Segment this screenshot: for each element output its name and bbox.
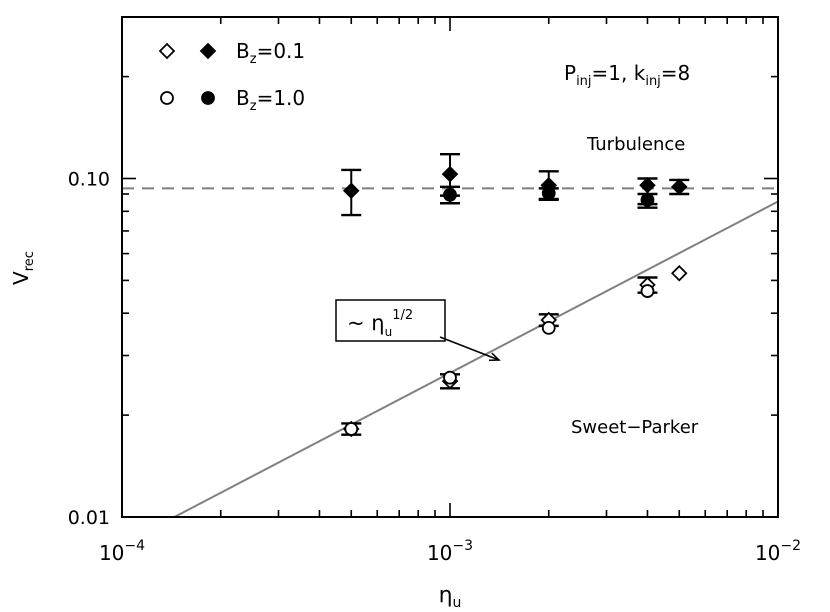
x-tick-label: 10−4	[99, 538, 145, 565]
filled-diamond-point	[441, 165, 459, 183]
annotation-arrow	[439, 336, 500, 361]
filled-diamond-point	[639, 176, 656, 194]
legend-open-circle	[160, 91, 174, 105]
annotation-arrowhead	[488, 352, 501, 362]
chart-reference-lines	[122, 187, 779, 518]
legend-open-diamond	[158, 42, 176, 60]
y-tick-label: 0.01	[68, 507, 110, 529]
filled-circle-point	[443, 187, 457, 202]
annotation-box	[335, 299, 446, 342]
legend-filled-diamond	[199, 42, 217, 60]
filled-circle-point	[541, 186, 556, 201]
legend-filled-circle	[201, 91, 215, 105]
legend-label: Bz=1.0	[236, 86, 305, 114]
y-tick-label: 0.10	[68, 169, 110, 191]
x-tick-label: 10−3	[427, 538, 473, 565]
plot-frame	[121, 16, 779, 518]
parameters-label: Pinj=1, kinj=8	[564, 61, 690, 89]
open-circle-point	[344, 422, 359, 436]
reference-slope-line	[173, 200, 779, 518]
open-circle-point	[640, 284, 655, 298]
filled-circle-point	[640, 192, 655, 207]
chart-data-marks	[341, 152, 690, 438]
x-axis-label: ηu	[439, 583, 462, 611]
filled-diamond-point	[670, 178, 688, 196]
open-diamond-point	[670, 264, 688, 282]
annotation-label: ~ ηu1/2	[347, 308, 413, 339]
open-circle-point	[541, 320, 556, 335]
y-axis-label: Vrec	[9, 251, 37, 285]
filled-diamond-point	[342, 182, 360, 200]
turbulence-label: Turbulence	[586, 134, 685, 155]
open-circle-point	[443, 370, 457, 385]
sweet-parker-label: Sweet−Parker	[571, 417, 699, 438]
chart-labels: 10−4 10−3 10−2 0.01 0.10 ηu Vrec Bz=0.1 Bz=1.0 Pi…	[9, 39, 801, 611]
x-tick-label: 10−2	[755, 538, 801, 565]
legend-label: Bz=0.1	[236, 39, 305, 67]
